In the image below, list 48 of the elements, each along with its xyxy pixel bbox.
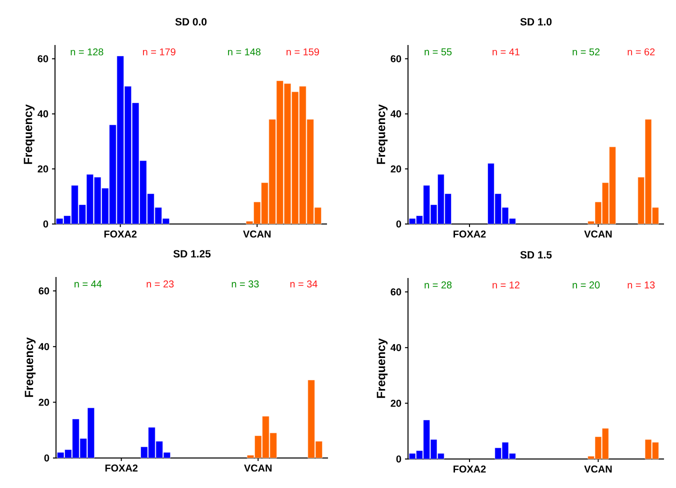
annotation: n = 23: [146, 280, 174, 288]
annotation: n = 44: [74, 280, 102, 288]
annotation: n = 128: [70, 48, 104, 56]
annotation: n = 55: [424, 48, 452, 56]
chart-title: SD 0.0: [175, 18, 207, 26]
annotation: n = 20: [572, 281, 600, 288]
y-axis-title: Frequency: [376, 104, 388, 164]
y-tick-label: 40: [38, 110, 48, 118]
y-tick-label: 60: [390, 288, 402, 296]
annotation: n = 159: [286, 48, 319, 56]
y-tick-label: 40: [390, 344, 402, 352]
annotation: n = 62: [628, 48, 655, 56]
y-tick-label: 60: [390, 55, 402, 62]
annotation: n = 41: [492, 48, 520, 56]
annotation: n = 13: [628, 281, 655, 288]
y-tick-label: 20: [38, 398, 50, 406]
y-tick-label: 40: [390, 110, 402, 118]
chart-title: SD 1.25: [173, 250, 211, 258]
y-tick-label: 0: [44, 454, 50, 462]
y-tick-label: 20: [390, 165, 402, 172]
annotation: n = 28: [424, 281, 452, 288]
annotation: n = 12: [492, 281, 520, 288]
annotation: n = 34: [290, 280, 318, 288]
y-tick-label: 0: [396, 455, 402, 463]
y-tick-label: 40: [38, 343, 50, 350]
chart-title: SD 1.5: [520, 251, 552, 258]
y-tick-label: 0: [43, 220, 48, 228]
x-tick-label: FOXA2: [104, 230, 137, 238]
annotation: n = 179: [142, 48, 176, 56]
y-tick-label: 0: [396, 220, 402, 228]
x-tick-label: VCAN: [243, 230, 271, 238]
chart-title: SD 1.0: [520, 18, 552, 26]
x-tick-label: FOXA2: [105, 464, 138, 472]
y-tick-label: 20: [390, 400, 402, 407]
y-tick-label: 60: [38, 55, 48, 62]
x-tick-label: FOXA2: [454, 230, 486, 238]
y-axis-title: Frequency: [24, 104, 35, 164]
x-tick-label: FOXA2: [454, 466, 486, 473]
x-tick-label: VCAN: [584, 466, 612, 473]
y-tick-label: 20: [38, 165, 48, 172]
y-axis-title: Frequency: [376, 338, 388, 398]
x-tick-label: VCAN: [244, 464, 272, 472]
x-tick-label: VCAN: [584, 230, 612, 238]
y-axis-title: Frequency: [24, 337, 36, 397]
y-tick-label: 60: [38, 287, 50, 294]
annotation: n = 148: [228, 48, 261, 56]
annotation: n = 33: [232, 280, 259, 288]
annotation: n = 52: [572, 48, 600, 56]
